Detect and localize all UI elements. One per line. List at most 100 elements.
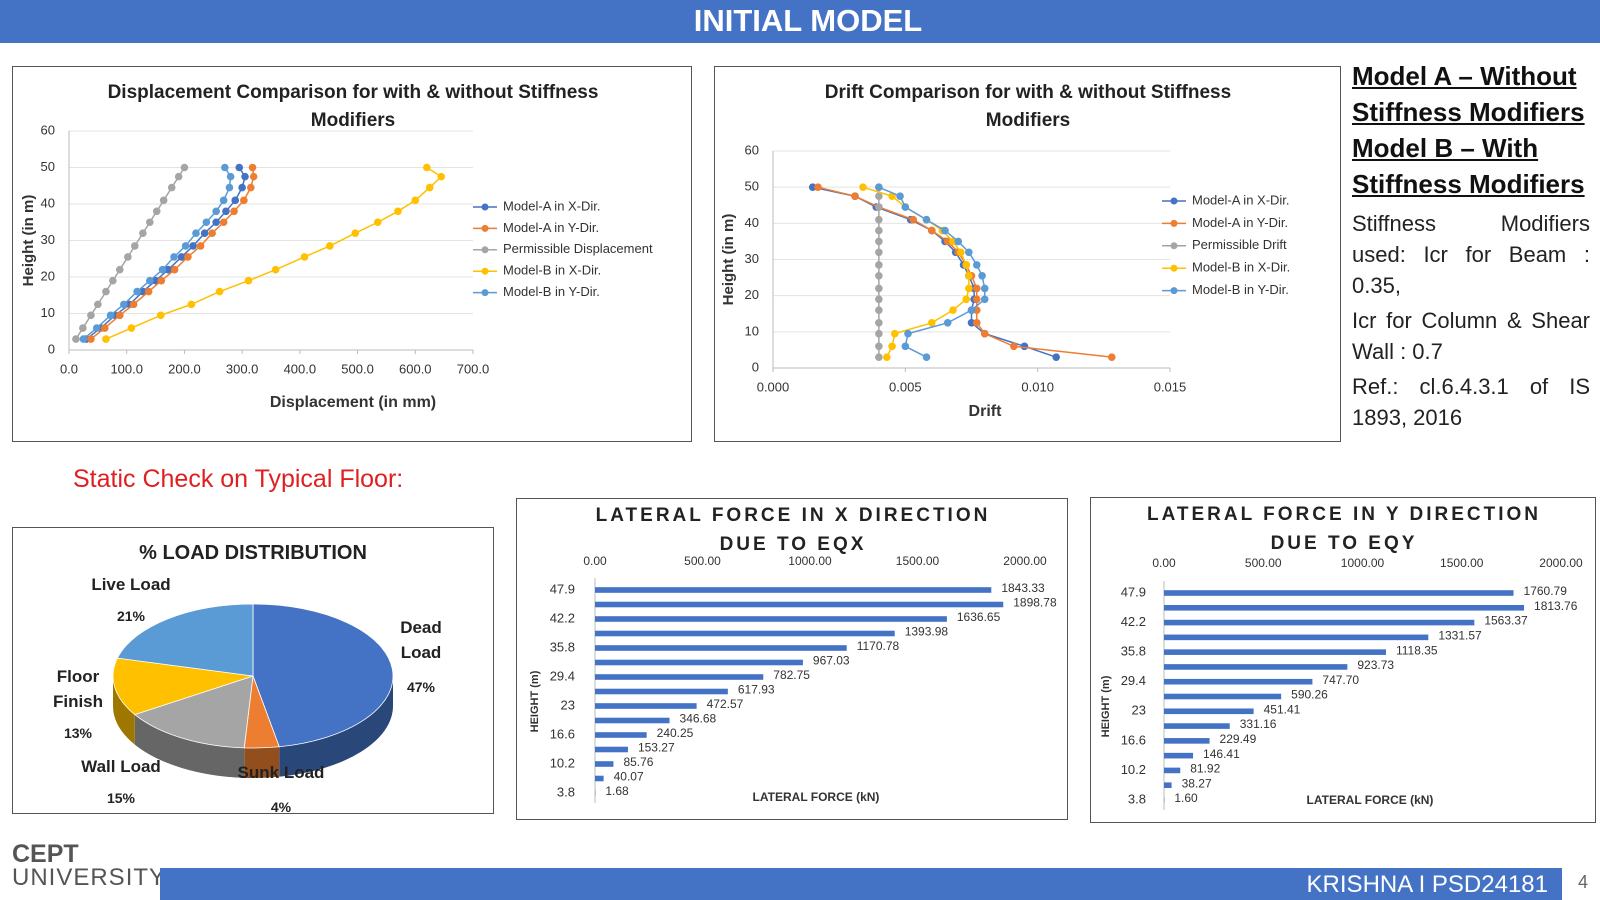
legend-label: Model-B in Y-Dir. [503, 284, 600, 299]
value-label: 1393.98 [905, 625, 949, 639]
series-point [167, 183, 176, 192]
series-point [875, 353, 883, 361]
series-point [158, 265, 167, 274]
series-point [901, 203, 910, 211]
lateral-x-panel: LATERAL FORCE IN X DIRECTION DUE TO EQX … [516, 498, 1068, 820]
chart-title: Displacement Comparison for with & witho… [107, 82, 599, 131]
page-number: 4 [1578, 872, 1589, 892]
pie-label: Floor Finish [52, 667, 104, 711]
series-point [957, 248, 965, 257]
x-tick-label: 1000.00 [1341, 556, 1385, 570]
series-point [189, 242, 197, 250]
bar [1164, 619, 1475, 626]
bar [1164, 604, 1525, 611]
y-tick-label: 50 [745, 179, 759, 194]
value-label: 1331.57 [1438, 629, 1482, 643]
series-point [248, 163, 257, 172]
model-b-heading: Model B – With Stiffness Modifiers [1352, 133, 1585, 199]
series-point [156, 311, 165, 320]
bar [595, 775, 604, 782]
y-tick-label: 16.6 [550, 726, 575, 741]
pie-value-label: 21% [116, 608, 146, 624]
legend-marker [1170, 242, 1178, 250]
series-point [146, 276, 154, 285]
series-point [102, 287, 110, 296]
series-point [851, 192, 859, 201]
y-tick-label: 16.6 [1121, 732, 1146, 747]
series-point [972, 295, 981, 304]
pie-label: Dead Load [400, 618, 442, 662]
series-point [238, 183, 246, 192]
series-point [411, 196, 420, 205]
note-paragraph: Ref.: cl.6.4.3.1 of IS 1893, 2016 [1352, 374, 1590, 430]
series-point [151, 276, 160, 285]
bar [1164, 708, 1254, 715]
series-point [875, 318, 883, 327]
series-point [980, 329, 989, 338]
series-point [875, 192, 883, 201]
y-tick-label: 60 [41, 122, 55, 137]
series-point [219, 196, 228, 205]
y-tick-label: 3.8 [1128, 791, 1146, 806]
chart: 0.00 500.00 1000.00 1500.00 2000.00 1.68 3.8 40… [529, 554, 1057, 804]
series-point [115, 265, 124, 274]
series-point [875, 306, 883, 314]
x-tick-label: 2000.00 [1003, 554, 1047, 568]
series-point [888, 342, 896, 351]
series-point [954, 237, 963, 246]
series-point [425, 183, 434, 192]
value-label: 1.68 [605, 784, 629, 798]
x-tick-label: 200.0 [168, 361, 201, 376]
header-title: INITIAL MODEL [693, 3, 923, 38]
series-point [181, 242, 190, 250]
legend-marker [481, 289, 489, 297]
y-tick-label: 0 [752, 359, 759, 374]
series-point [79, 335, 88, 343]
series-point [139, 229, 147, 237]
series-point [394, 207, 402, 216]
series-point [241, 172, 249, 181]
pie-value-label: 13% [63, 725, 93, 741]
series-point [170, 253, 178, 261]
series-point [231, 196, 240, 205]
bar [595, 659, 803, 666]
series-point [962, 295, 971, 304]
value-label: 1563.37 [1484, 614, 1528, 628]
y-tick-label: 10.2 [550, 755, 575, 770]
series-point [941, 226, 949, 235]
bar [1164, 649, 1386, 655]
y-tick-label: 30 [745, 251, 759, 266]
series-point [152, 207, 161, 216]
series-point [115, 311, 124, 320]
pie-side [279, 676, 393, 777]
y-axis-title: HEIGHT (m) [1100, 675, 1112, 737]
bar [1164, 590, 1514, 596]
series-point [922, 353, 931, 361]
series-line [817, 186, 1112, 358]
series-point [901, 342, 910, 351]
series-point [883, 353, 891, 361]
value-label: 153.27 [638, 741, 675, 755]
y-tick-label: 40 [41, 195, 55, 210]
series-point [1052, 353, 1060, 361]
series-point [808, 183, 817, 191]
series-point [221, 163, 229, 172]
value-label: 1636.65 [957, 610, 1001, 624]
y-tick-label: 23 [561, 697, 575, 712]
series-point [875, 261, 883, 269]
value-label: 1898.78 [1013, 596, 1057, 610]
footer-author: KRISHNA I PSD24181 [1306, 871, 1548, 898]
series-point [875, 215, 883, 224]
bar [595, 645, 847, 651]
series-point [177, 253, 186, 261]
legend-marker [1170, 287, 1178, 295]
logo-top: CEPT [12, 840, 79, 868]
series-point [1107, 353, 1116, 361]
series-point [106, 311, 115, 320]
y-tick-label: 29.4 [1121, 673, 1146, 688]
series-point [972, 261, 981, 269]
series-point [200, 229, 209, 237]
series-point [965, 248, 973, 257]
